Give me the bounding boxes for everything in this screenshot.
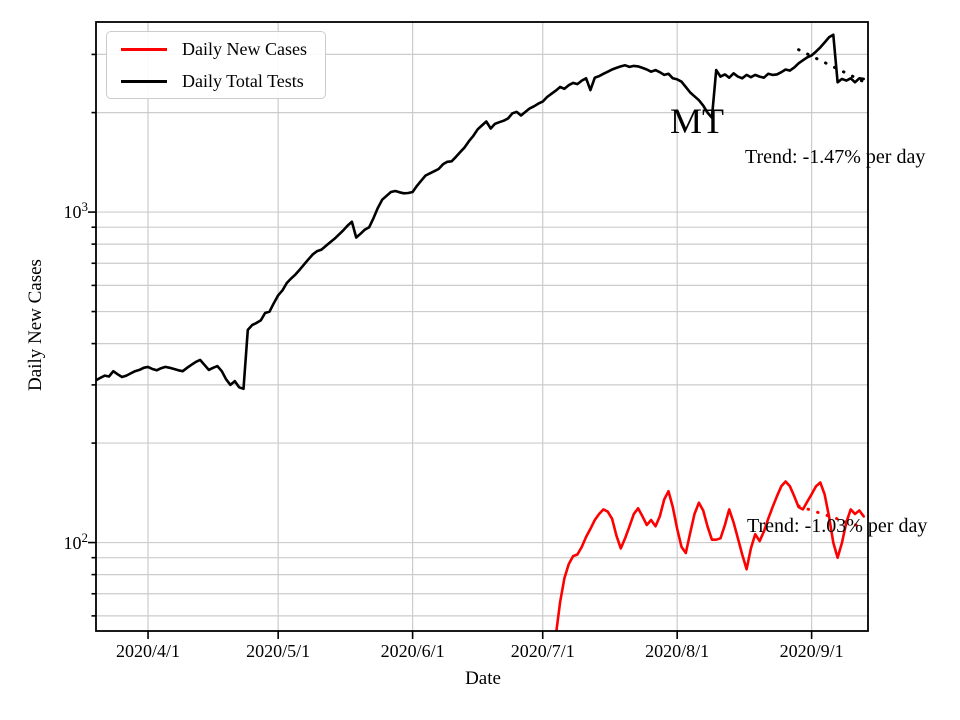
x-tick-label: 2020/5/1 [246,641,311,661]
red-line-swatch [121,47,167,51]
legend-label-total-tests: Daily Total Tests [182,70,304,91]
y-tick-label: 102 [63,529,89,553]
state-annotation: MT [670,101,724,141]
trend-dotted-line-total-tests [797,48,866,84]
x-tick-label: 2020/7/1 [510,641,575,661]
legend-entry-new-cases: Daily New Cases [107,33,325,65]
x-tick-label: 2020/4/1 [116,641,181,661]
y-axis-title: Daily New Cases [25,259,46,391]
gridlines [96,22,868,631]
x-tick-label: 2020/6/1 [380,641,445,661]
trend-label-new-cases: Trend: -1.03% per day [747,515,928,537]
axis-ticks [88,53,813,639]
plot-border [95,21,869,632]
legend-label-new-cases: Daily New Cases [182,38,307,59]
daily-new-cases-line [555,480,865,631]
x-tick-label: 2020/8/1 [645,641,710,661]
black-line-swatch [121,79,167,83]
daily-total-tests-line [96,33,865,391]
trend-label-total-tests: Trend: -1.47% per day [745,146,926,168]
x-axis-title: Date [465,668,501,689]
trend-dotted-line-new-cases [797,504,866,530]
y-tick-label: 103 [63,198,89,222]
legend-entry-total-tests: Daily Total Tests [107,65,325,97]
x-tick-label: 2020/9/1 [779,641,844,661]
legend: Daily New Cases Daily Total Tests [106,31,326,99]
